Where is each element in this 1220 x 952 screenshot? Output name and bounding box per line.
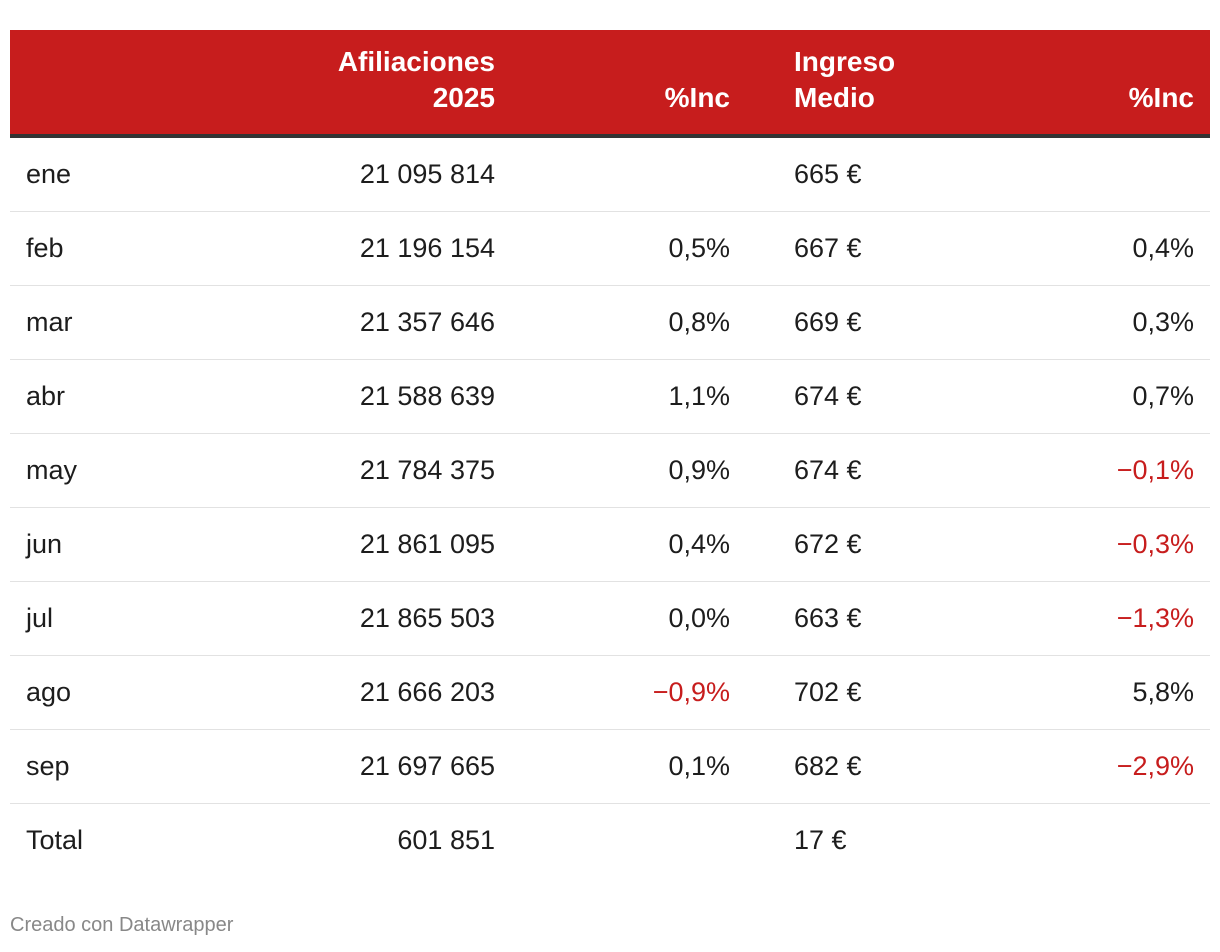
header-ingreso-line1: Ingreso — [794, 46, 896, 77]
cell-afiliaciones: 21 784 375 — [359, 455, 495, 485]
cell-afiliaciones: 21 865 503 — [359, 603, 495, 633]
cell-afiliaciones: 21 095 814 — [359, 159, 495, 189]
header-afiliaciones-line2: 2025 — [432, 82, 495, 113]
table-row: Total 601 851 17 € — [10, 804, 1210, 877]
cell-inc-afiliaciones: 0,4% — [668, 529, 730, 559]
cell-inc-afiliaciones: −0,9% — [652, 677, 730, 707]
cell-ingreso: 672 € — [794, 529, 862, 559]
cell-month: mar — [26, 307, 73, 337]
cell-ingreso: 702 € — [794, 677, 862, 707]
cell-inc-afiliaciones: 1,1% — [668, 381, 730, 411]
cell-afiliaciones: 601 851 — [397, 825, 495, 855]
table-row: jul 21 865 503 0,0% 663 € −1,3% — [10, 582, 1210, 656]
cell-month: may — [26, 455, 78, 485]
table-row: abr 21 588 639 1,1% 674 € 0,7% — [10, 360, 1210, 434]
cell-month: ene — [26, 159, 72, 189]
cell-month: ago — [26, 677, 72, 707]
cell-afiliaciones: 21 861 095 — [359, 529, 495, 559]
cell-ingreso: 17 € — [794, 825, 847, 855]
cell-inc-ingreso: 5,8% — [1132, 677, 1194, 707]
cell-inc-afiliaciones: 0,0% — [668, 603, 730, 633]
table-row: ago 21 666 203 −0,9% 702 € 5,8% — [10, 656, 1210, 730]
cell-ingreso: 669 € — [794, 307, 862, 337]
header-inc-afiliaciones: %Inc — [664, 82, 730, 113]
cell-afiliaciones: 21 697 665 — [359, 751, 495, 781]
cell-ingreso: 667 € — [794, 233, 862, 263]
cell-month: Total — [26, 825, 84, 855]
cell-inc-afiliaciones: 0,1% — [668, 751, 730, 781]
cell-afiliaciones: 21 357 646 — [359, 307, 495, 337]
cell-inc-ingreso: −2,9% — [1116, 751, 1194, 781]
cell-month: sep — [26, 751, 70, 781]
header-ingreso: Ingreso Medio — [794, 44, 895, 116]
cell-inc-ingreso: 0,4% — [1132, 233, 1194, 263]
table-row: ene 21 095 814 665 € — [10, 138, 1210, 212]
cell-ingreso: 663 € — [794, 603, 862, 633]
table-row: mar 21 357 646 0,8% 669 € 0,3% — [10, 286, 1210, 360]
table-header: Afiliaciones 2025 %Inc Ingreso Medio %In… — [10, 30, 1210, 138]
cell-month: jul — [26, 603, 54, 633]
cell-afiliaciones: 21 196 154 — [359, 233, 495, 263]
cell-afiliaciones: 21 588 639 — [359, 381, 495, 411]
table-body: ene 21 095 814 665 € feb 21 196 154 0,5% 667 €… — [10, 138, 1210, 877]
cell-afiliaciones: 21 666 203 — [359, 677, 495, 707]
cell-month: jun — [26, 529, 63, 559]
header-inc-ingreso: %Inc — [1128, 82, 1194, 113]
cell-month: feb — [26, 233, 64, 263]
cell-ingreso: 674 € — [794, 381, 862, 411]
table-row: sep 21 697 665 0,1% 682 € −2,9% — [10, 730, 1210, 804]
cell-inc-afiliaciones: 0,5% — [668, 233, 730, 263]
table-row: feb 21 196 154 0,5% 667 € 0,4% — [10, 212, 1210, 286]
cell-inc-ingreso: −1,3% — [1116, 603, 1194, 633]
data-table: Afiliaciones 2025 %Inc Ingreso Medio %In… — [10, 30, 1210, 877]
cell-inc-afiliaciones: 0,8% — [668, 307, 730, 337]
table-row: may 21 784 375 0,9% 674 € −0,1% — [10, 434, 1210, 508]
header-afiliaciones: Afiliaciones 2025 — [338, 44, 495, 116]
cell-ingreso: 665 € — [794, 159, 862, 189]
header-afiliaciones-line1: Afiliaciones — [337, 46, 495, 77]
cell-ingreso: 674 € — [794, 455, 862, 485]
cell-inc-ingreso: −0,1% — [1116, 455, 1194, 485]
cell-inc-afiliaciones: 0,9% — [668, 455, 730, 485]
table-row: jun 21 861 095 0,4% 672 € −0,3% — [10, 508, 1210, 582]
footer-credit: Creado con Datawrapper — [10, 914, 234, 936]
cell-inc-ingreso: 0,7% — [1132, 381, 1194, 411]
header-ingreso-line2: Medio — [794, 82, 875, 113]
cell-inc-ingreso: 0,3% — [1132, 307, 1194, 337]
cell-month: abr — [26, 381, 66, 411]
cell-inc-ingreso: −0,3% — [1116, 529, 1194, 559]
cell-ingreso: 682 € — [794, 751, 862, 781]
